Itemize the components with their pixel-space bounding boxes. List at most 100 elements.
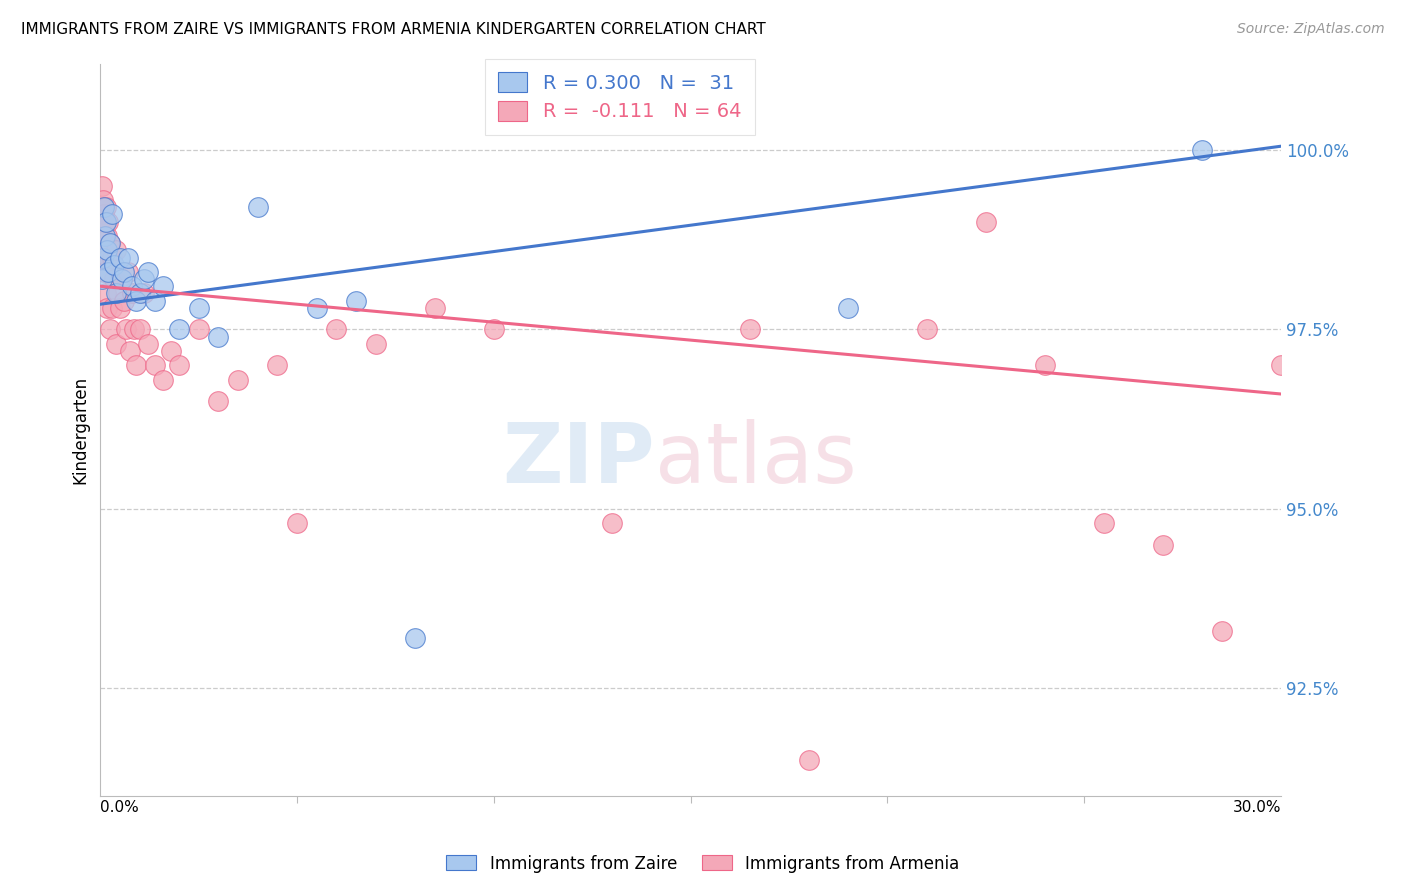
Point (117, 251, 139, 265)
Point (117, 265, 139, 279)
Point (1211, 624, 1233, 638)
Text: atlas: atlas (655, 418, 858, 500)
Point (136, 265, 159, 279)
Point (96, 214, 118, 228)
Point (112, 265, 135, 279)
Point (93, 193, 115, 207)
Point (423, 301, 446, 315)
Point (1388, 538, 1406, 552)
Point (96, 244, 118, 258)
Point (974, 214, 997, 228)
Point (98, 236, 121, 251)
Point (105, 286, 128, 301)
Point (1152, 538, 1174, 552)
Point (1309, 358, 1331, 372)
Point (91, 178, 114, 193)
Point (122, 322, 145, 336)
Point (152, 373, 174, 387)
Point (207, 394, 229, 409)
Point (1270, 358, 1292, 372)
Point (160, 343, 183, 358)
Point (97, 265, 120, 279)
Point (128, 286, 150, 301)
Point (107, 286, 129, 301)
Point (98, 322, 121, 336)
Point (128, 322, 150, 336)
Point (266, 358, 288, 372)
Point (93, 265, 115, 279)
Point (91, 229, 114, 244)
Point (121, 279, 143, 293)
Point (207, 329, 229, 343)
Text: Source: ZipAtlas.com: Source: ZipAtlas.com (1237, 22, 1385, 37)
Point (482, 322, 505, 336)
Y-axis label: Kindergarten: Kindergarten (72, 376, 89, 484)
Point (97, 214, 120, 228)
Point (344, 293, 367, 308)
Point (96, 229, 118, 244)
Point (738, 322, 761, 336)
Point (96, 301, 118, 315)
Point (93, 251, 115, 265)
Point (132, 286, 155, 301)
Point (226, 373, 249, 387)
Point (111, 272, 134, 286)
Point (1033, 358, 1056, 372)
Point (305, 301, 328, 315)
Point (600, 516, 623, 531)
Point (325, 322, 347, 336)
Text: 0.0%: 0.0% (100, 800, 139, 814)
Point (108, 251, 131, 265)
Point (1191, 143, 1213, 157)
Point (125, 293, 148, 308)
Point (97, 251, 120, 265)
Point (125, 358, 148, 372)
Point (915, 322, 938, 336)
Point (101, 301, 124, 315)
Point (112, 293, 135, 308)
Legend: R = 0.300   N =  31, R =  -0.111   N = 64: R = 0.300 N = 31, R = -0.111 N = 64 (485, 59, 755, 135)
Point (91, 214, 114, 228)
Text: 30.0%: 30.0% (1233, 800, 1281, 814)
Point (837, 301, 859, 315)
Point (101, 251, 124, 265)
Point (187, 322, 209, 336)
Point (404, 631, 426, 645)
Point (167, 358, 190, 372)
Point (118, 343, 141, 358)
Point (105, 336, 128, 351)
Legend: Immigrants from Zaire, Immigrants from Armenia: Immigrants from Zaire, Immigrants from A… (440, 848, 966, 880)
Point (136, 336, 159, 351)
Point (246, 200, 269, 214)
Point (94, 229, 117, 244)
Point (105, 244, 128, 258)
Point (285, 516, 308, 531)
Point (111, 272, 134, 286)
Point (94, 214, 117, 228)
Point (96, 286, 118, 301)
Point (103, 272, 125, 286)
Text: IMMIGRANTS FROM ZAIRE VS IMMIGRANTS FROM ARMENIA KINDERGARTEN CORRELATION CHART: IMMIGRANTS FROM ZAIRE VS IMMIGRANTS FROM… (21, 22, 766, 37)
Point (90, 200, 112, 214)
Point (121, 286, 143, 301)
Point (94, 244, 117, 258)
Point (93, 200, 115, 214)
Point (93, 251, 115, 265)
Point (103, 258, 125, 272)
Point (364, 336, 387, 351)
Point (108, 301, 131, 315)
Point (1092, 516, 1115, 531)
Point (1348, 322, 1371, 336)
Point (115, 322, 138, 336)
Point (145, 293, 167, 308)
Point (167, 322, 190, 336)
Point (101, 207, 124, 221)
Point (98, 265, 121, 279)
Point (187, 301, 209, 315)
Point (152, 279, 174, 293)
Point (132, 272, 155, 286)
Point (93, 207, 115, 221)
Point (145, 358, 167, 372)
Text: ZIP: ZIP (503, 418, 655, 500)
Point (98, 236, 121, 251)
